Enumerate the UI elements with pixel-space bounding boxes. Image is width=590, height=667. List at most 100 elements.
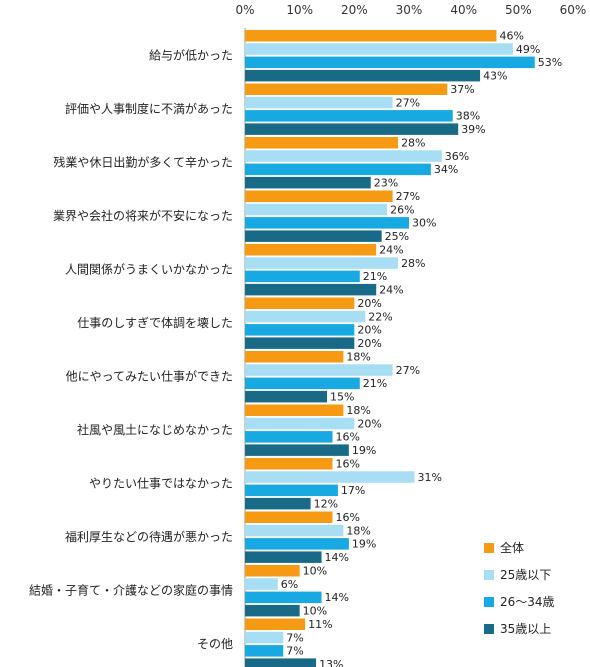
data-label: 27% [396, 364, 420, 377]
data-label: 13% [319, 658, 343, 667]
data-label: 16% [335, 431, 359, 444]
bar [245, 176, 371, 189]
data-label: 12% [314, 497, 338, 510]
category-label: 結婚・子育て・介護などの家庭の事情 [29, 583, 233, 598]
data-label: 36% [445, 150, 469, 163]
data-labels-layer: 46%49%53%43%37%27%38%39%28%36%34%23%27%2… [281, 30, 562, 667]
bar [245, 444, 349, 456]
category-label: 残業や休日出勤が多くて辛かった [53, 155, 233, 170]
data-label: 20% [357, 324, 381, 337]
data-label: 49% [516, 43, 540, 56]
data-label: 28% [401, 257, 425, 270]
category-label: 給与が低かった [149, 48, 233, 63]
data-label: 20% [357, 297, 381, 310]
bar [245, 351, 344, 363]
bar [245, 364, 393, 376]
axis-layer: 0% 10% 20% 30% 40% 50% 60% 給与が低かった評価や人事制度に不満があっ… [29, 3, 586, 667]
bar [245, 137, 399, 149]
x-tick-label: 20% [341, 3, 368, 17]
bar [245, 203, 388, 216]
bar [245, 551, 322, 563]
category-label: 仕事のしすぎで体調を壊した [77, 316, 233, 330]
bar [245, 337, 355, 349]
data-label: 11% [308, 618, 332, 631]
data-label: 19% [352, 538, 376, 551]
data-label: 27% [396, 96, 420, 109]
data-label: 16% [335, 511, 359, 524]
data-label: 27% [396, 190, 420, 203]
category-label: 評価や人事制度に不満があった [65, 101, 233, 116]
bar [245, 417, 355, 430]
data-label: 30% [412, 217, 436, 230]
data-label: 16% [335, 458, 359, 471]
data-label: 37% [450, 83, 474, 96]
bar [245, 230, 382, 242]
data-label: 10% [303, 565, 327, 578]
data-label: 34% [434, 163, 458, 176]
bar [245, 390, 327, 403]
data-label: 18% [346, 351, 370, 364]
bar [245, 591, 322, 604]
x-tick-label: 30% [396, 3, 423, 17]
data-label: 23% [374, 176, 398, 189]
category-label: その他 [197, 637, 233, 651]
legend: 全体 25歳以下 26～34歳 35歳以上 [484, 540, 555, 636]
data-label: 6% [281, 578, 298, 591]
bar [245, 257, 399, 269]
data-label: 46% [499, 30, 523, 43]
data-label: 7% [286, 631, 303, 644]
data-label: 24% [379, 283, 403, 296]
bar [245, 163, 431, 176]
data-label: 17% [341, 484, 365, 497]
data-label: 14% [325, 591, 349, 604]
x-tick-label: 40% [450, 3, 477, 17]
data-label: 38% [456, 110, 480, 123]
bar [245, 524, 344, 537]
bar [245, 565, 300, 577]
x-tick-label: 10% [286, 3, 313, 17]
data-label: 53% [538, 56, 562, 69]
bar [245, 83, 448, 95]
bar [245, 217, 409, 229]
category-label: 業界や会社の将来が不安になった [53, 208, 233, 223]
bar [245, 297, 355, 309]
legend-swatch [484, 597, 494, 607]
bar [245, 658, 317, 667]
bar [245, 631, 284, 644]
bar [245, 578, 278, 590]
legend-label: 全体 [500, 540, 524, 555]
data-label: 39% [461, 123, 485, 136]
data-label: 31% [417, 471, 441, 484]
data-label: 21% [363, 377, 387, 390]
category-label: 福利厚生などの待遇が悪かった [65, 529, 233, 544]
data-label: 28% [401, 137, 425, 150]
legend-label: 25歳以下 [500, 568, 551, 582]
bars-layer [245, 30, 535, 667]
bar [245, 471, 415, 483]
data-label: 15% [330, 390, 354, 403]
bar [245, 324, 355, 336]
bar [245, 538, 349, 550]
bar [245, 283, 377, 296]
bar [245, 190, 393, 202]
legend-swatch [484, 570, 494, 580]
data-label: 19% [352, 444, 376, 457]
bar [245, 618, 306, 630]
category-label: やりたい仕事ではなかった [89, 477, 233, 491]
bar [245, 404, 344, 416]
data-label: 26% [390, 203, 414, 216]
data-label: 14% [325, 551, 349, 564]
bar [245, 244, 377, 256]
bar [245, 377, 360, 390]
legend-swatch [484, 624, 494, 634]
bar [245, 69, 481, 82]
bar [245, 110, 453, 122]
bar [245, 645, 284, 657]
bar [245, 497, 311, 510]
data-label: 25% [385, 230, 409, 243]
category-label: 社風や風土になじめなかった [77, 422, 233, 437]
bar [245, 511, 333, 523]
data-label: 24% [379, 244, 403, 257]
data-label: 10% [303, 604, 327, 617]
